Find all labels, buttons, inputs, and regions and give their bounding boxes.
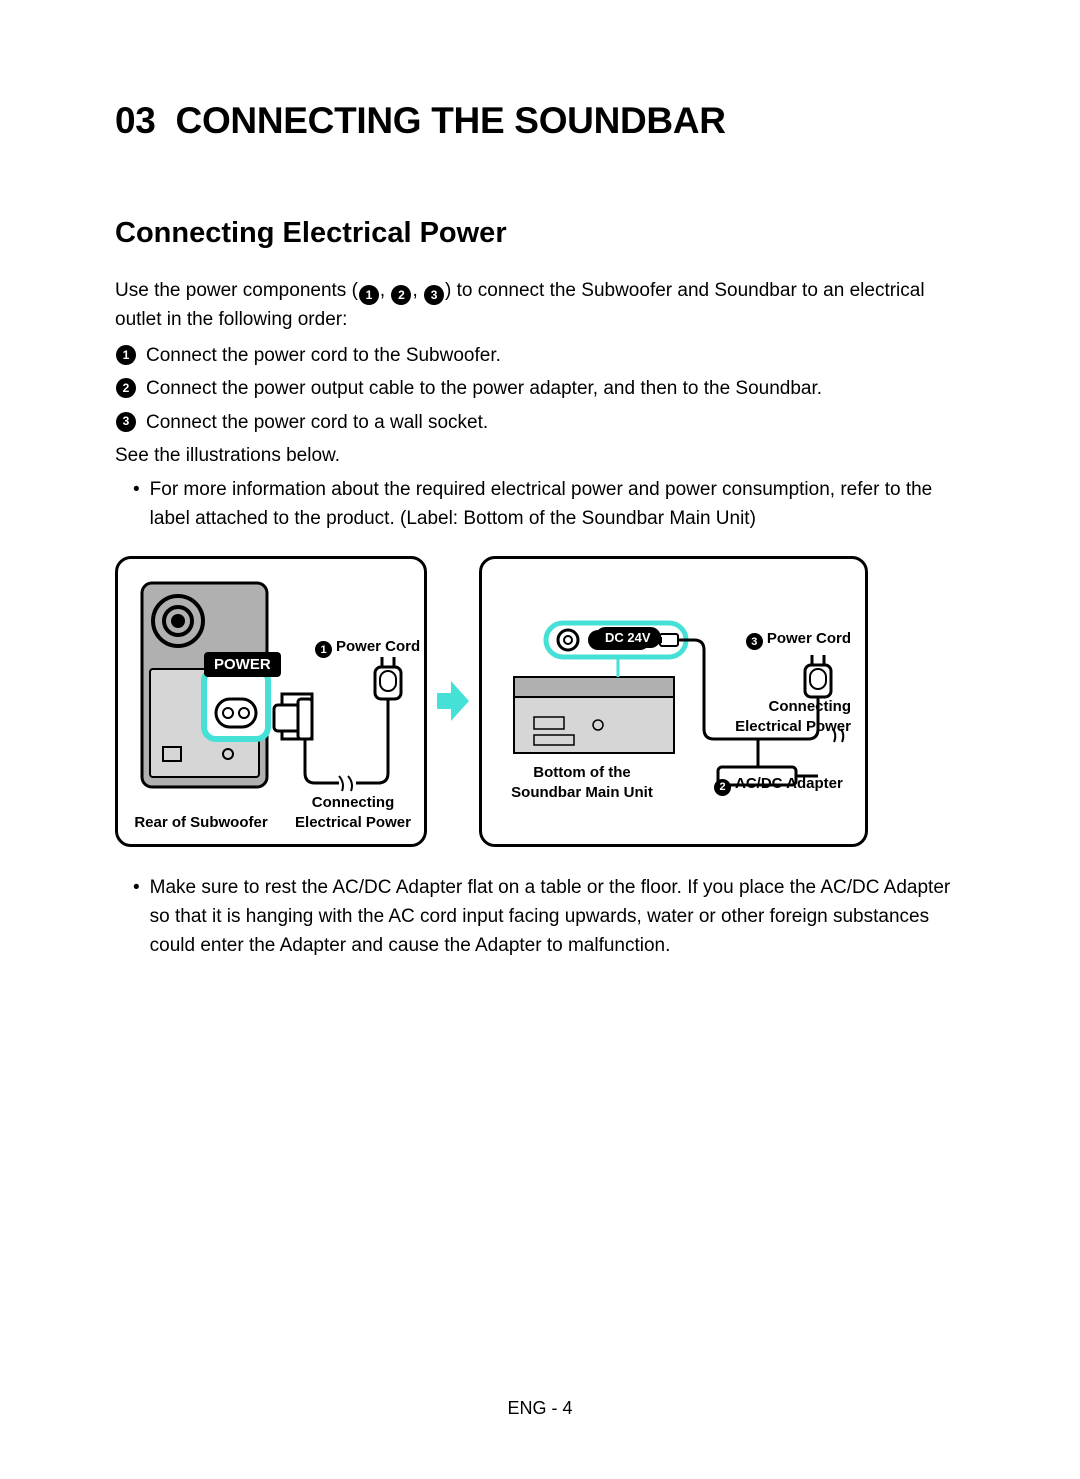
label-power-cord-1: 1Power Cord (315, 637, 420, 659)
step-2-num: 2 (116, 378, 136, 398)
section-title: Connecting Electrical Power (115, 217, 965, 250)
step-1: 1 Connect the power cord to the Subwoofe… (115, 341, 965, 370)
label-power-cord-3: 3Power Cord (746, 629, 851, 651)
bullet-2-text: Make sure to rest the AC/DC Adapter flat… (150, 873, 965, 961)
bullet-1-text: For more information about the required … (150, 475, 965, 534)
soundbar-illustration (498, 579, 855, 789)
diagram-subwoofer: POWER 1Power Cord Rear of Subwoofer Conn… (115, 556, 427, 847)
intro-num-2: 2 (391, 285, 411, 305)
bullet-1: • For more information about the require… (133, 475, 965, 534)
intro-num-3: 3 (424, 285, 444, 305)
page-footer: ENG - 4 (0, 1398, 1080, 1419)
step-2: 2 Connect the power output cable to the … (115, 374, 965, 403)
label-conn-power-left: ConnectingElectrical Power (288, 793, 418, 834)
step-3-num: 3 (116, 412, 136, 432)
chapter-number: 03 (115, 100, 156, 141)
step-1-num: 1 (116, 345, 136, 365)
chapter-title-text: CONNECTING THE SOUNDBAR (176, 100, 726, 141)
step-2-text: Connect the power output cable to the po… (146, 374, 822, 403)
label-rear-subwoofer: Rear of Subwoofer (131, 813, 271, 833)
label-conn-power-right: ConnectingElectrical Power (731, 697, 851, 738)
subwoofer-illustration (134, 579, 414, 794)
intro-text: Use the power components (1, 2, 3) to co… (115, 276, 965, 335)
label-bottom-soundbar: Bottom of theSoundbar Main Unit (502, 763, 662, 804)
power-badge: POWER (204, 652, 281, 677)
see-text: See the illustrations below. (115, 441, 965, 470)
dc-badge: DC 24V (595, 627, 661, 648)
intro-num-1: 1 (359, 285, 379, 305)
diagram-soundbar: DC 24V 3Power Cord ConnectingElectrical … (479, 556, 868, 847)
bullet-2: • Make sure to rest the AC/DC Adapter fl… (133, 873, 965, 961)
step-3: 3 Connect the power cord to a wall socke… (115, 408, 965, 437)
label-acdc-adapter: 2AC/DC Adapter (714, 774, 843, 796)
diagram-row: POWER 1Power Cord Rear of Subwoofer Conn… (115, 556, 965, 847)
chapter-title: 03 CONNECTING THE SOUNDBAR (115, 100, 965, 142)
arrow-icon (435, 677, 471, 725)
step-3-text: Connect the power cord to a wall socket. (146, 408, 488, 437)
step-1-text: Connect the power cord to the Subwoofer. (146, 341, 501, 370)
